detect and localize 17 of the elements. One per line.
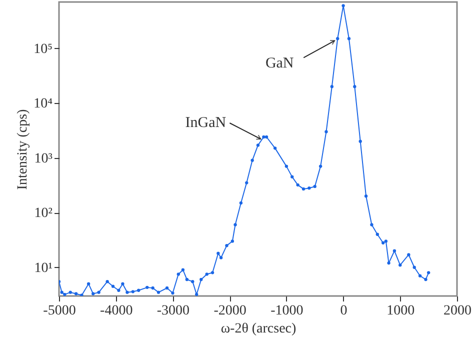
y-tick-label: 10² — [34, 206, 52, 222]
x-tick-label: 1000 — [386, 304, 415, 318]
annotation: GaN — [265, 56, 294, 72]
x-tick-label: -5000 — [43, 304, 76, 318]
y-tick-label: 10⁵ — [34, 42, 53, 57]
y-axis-title: Intensity (cps) — [16, 108, 31, 190]
y-tick-label: 10³ — [34, 151, 52, 166]
y-tick-label: 10¹ — [34, 260, 52, 276]
x-axis-title: ω-2θ (arcsec) — [220, 322, 297, 336]
annotation: InGaN — [185, 115, 226, 131]
x-tick-label: -4000 — [100, 304, 133, 318]
x-tick-label: 0 — [340, 304, 348, 318]
x-tick-label: -2000 — [214, 304, 246, 318]
x-tick-label: -3000 — [156, 304, 190, 318]
x-tick-label: 2000 — [444, 304, 472, 318]
y-tick-label: 10⁴ — [34, 96, 53, 112]
x-tick-label: -1000 — [270, 304, 304, 318]
